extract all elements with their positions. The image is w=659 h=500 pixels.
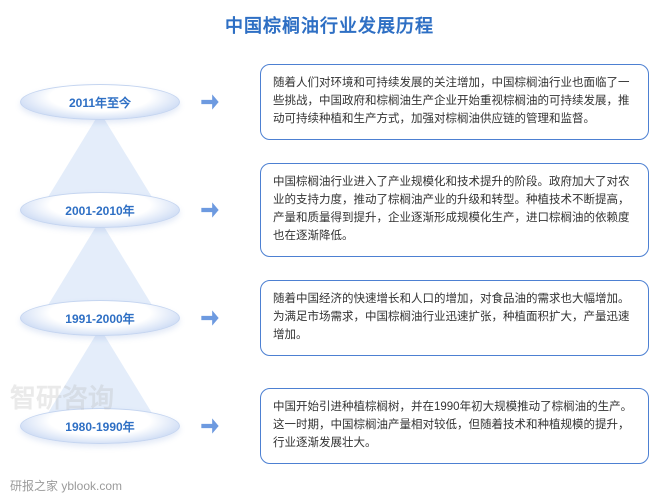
period-disc: 1980-1990年 [20,408,180,444]
page-title: 中国棕榈油行业发展历程 [0,0,659,48]
period-label: 2011年至今 [69,94,131,111]
arrow-icon [190,305,230,331]
timeline-container: 2011年至今 2001-2010年 1991-2000年 [0,48,659,480]
description-box: 中国棕榈油行业进入了产业规模化和技术提升的阶段。政府加大了对农业的支持力度，推动… [260,163,649,256]
left-column: 2011年至今 2001-2010年 1991-2000年 [10,48,255,480]
stage-row: 1991-2000年 [10,264,255,372]
period-disc: 2001-2010年 [20,192,180,228]
period-disc: 1991-2000年 [20,300,180,336]
disc-wrap: 1980-1990年 [10,408,190,444]
desc-row: 随着中国经济的快速增长和人口的增加，对食品油的需求也大幅增加。为满足市场需求，中… [260,264,649,372]
disc-wrap: 1991-2000年 [10,300,190,336]
desc-row: 随着人们对环境和可持续发展的关注增加，中国棕榈油行业也面临了一些挑战，中国政府和… [260,48,649,156]
description-box: 随着人们对环境和可持续发展的关注增加，中国棕榈油行业也面临了一些挑战，中国政府和… [260,64,649,139]
desc-row: 中国开始引进种植棕榈树，并在1990年初大规模推动了棕榈油的生产。这一时期，中国… [260,372,649,480]
description-box: 中国开始引进种植棕榈树，并在1990年初大规模推动了棕榈油的生产。这一时期，中国… [260,388,649,463]
period-label: 2001-2010年 [65,202,134,219]
arrow-icon [190,89,230,115]
stage-row: 2011年至今 [10,48,255,156]
description-box: 随着中国经济的快速增长和人口的增加，对食品油的需求也大幅增加。为满足市场需求，中… [260,280,649,355]
disc-wrap: 2011年至今 [10,84,190,120]
right-column: 随着人们对环境和可持续发展的关注增加，中国棕榈油行业也面临了一些挑战，中国政府和… [255,48,649,480]
stage-row: 1980-1990年 [10,372,255,480]
disc-wrap: 2001-2010年 [10,192,190,228]
stage-row: 2001-2010年 [10,156,255,264]
desc-row: 中国棕榈油行业进入了产业规模化和技术提升的阶段。政府加大了对农业的支持力度，推动… [260,156,649,264]
period-label: 1980-1990年 [65,418,134,435]
period-label: 1991-2000年 [65,310,134,327]
period-disc: 2011年至今 [20,84,180,120]
arrow-icon [190,197,230,223]
arrow-icon [190,413,230,439]
